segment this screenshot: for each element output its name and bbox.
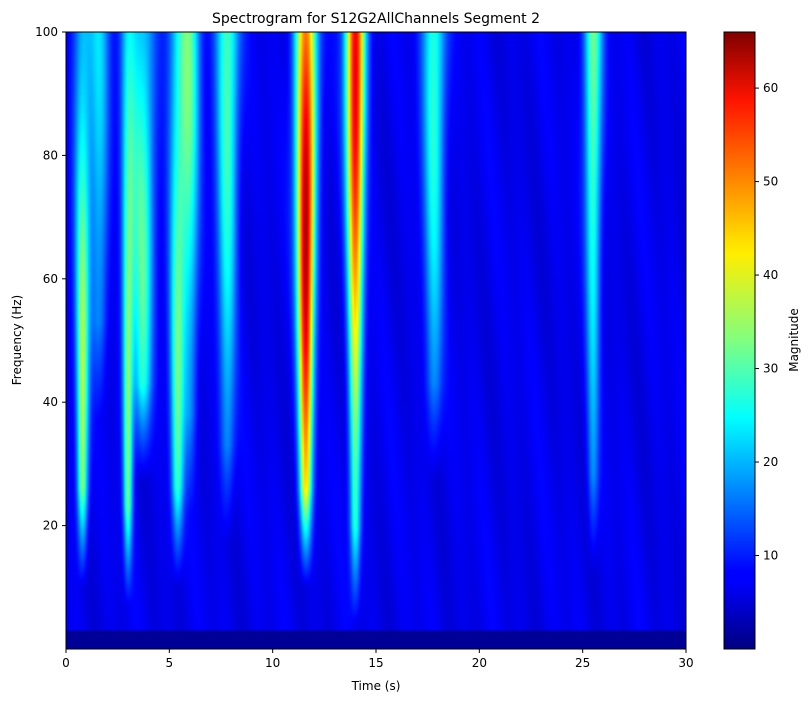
y-axis-label: Frequency (Hz)	[10, 295, 24, 386]
y-tick-label: 100	[35, 25, 58, 39]
colorbar-gradient	[723, 31, 756, 650]
x-tick-label: 20	[472, 656, 487, 670]
colorbar-tick-label: 20	[763, 455, 778, 469]
y-tick-label: 40	[43, 395, 58, 409]
x-tick-label: 0	[62, 656, 70, 670]
y-axis: 20 40 60 80 100	[35, 25, 66, 533]
colorbar: 10 20 30 40 50 60 Magnitude	[723, 31, 801, 650]
colorbar-tick-label: 30	[763, 362, 778, 376]
x-tick-label: 30	[678, 656, 693, 670]
colorbar-label: Magnitude	[787, 308, 801, 372]
y-tick-label: 80	[43, 148, 58, 162]
colorbar-tick-label: 50	[763, 175, 778, 189]
colorbar-tick-label: 60	[763, 81, 778, 95]
x-tick-label: 15	[368, 656, 383, 670]
y-tick-label: 60	[43, 272, 58, 286]
y-tick-label: 20	[43, 519, 58, 533]
heatmap-image	[66, 32, 686, 649]
chart-title: Spectrogram for S12G2AllChannels Segment…	[212, 11, 540, 27]
colorbar-ticks: 10 20 30 40 50 60	[755, 81, 778, 563]
x-tick-label: 5	[166, 656, 174, 670]
plot-area	[65, 31, 687, 650]
colorbar-tick-label: 10	[763, 549, 778, 563]
colorbar-tick-label: 40	[763, 268, 778, 282]
x-axis: 0 5 10 15 20 25 30	[62, 649, 694, 670]
x-tick-label: 10	[265, 656, 280, 670]
x-axis-label: Time (s)	[351, 679, 401, 693]
x-tick-label: 25	[575, 656, 590, 670]
